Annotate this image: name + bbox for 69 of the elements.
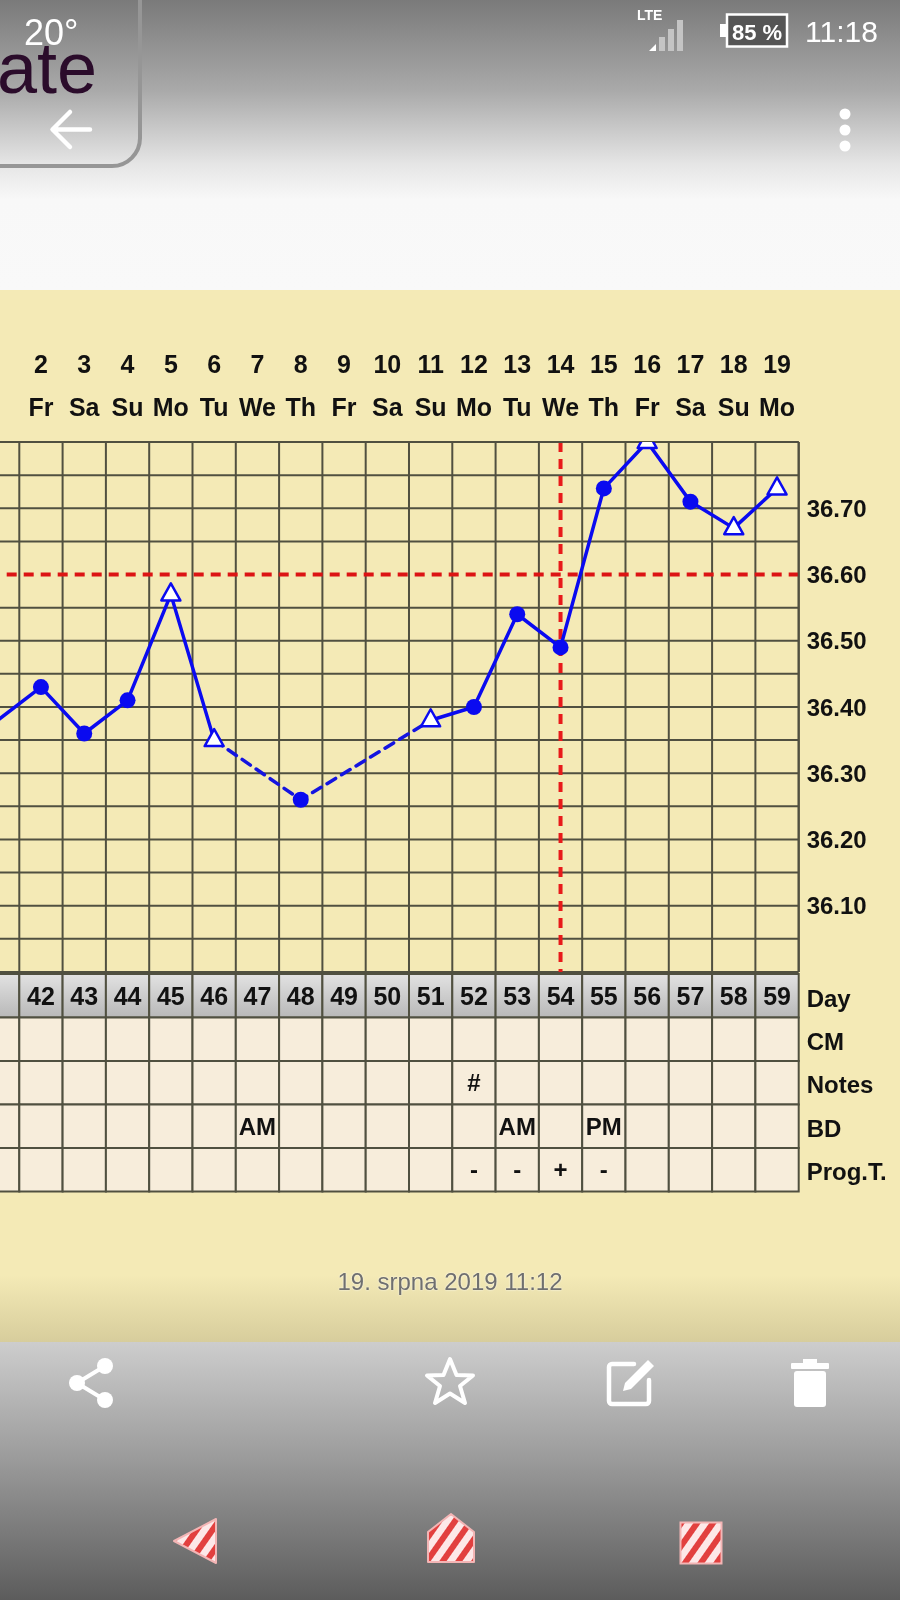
text: - [469,1156,478,1184]
y-tick-label: 36.50 [806,627,867,655]
x2-tick-label: 56 [633,982,662,1010]
x-tick-label: 10 Sa [372,350,404,421]
text: 19. srpna 2019 11:12 [337,1268,563,1295]
category-label: BD [806,1114,842,1142]
x2-tick-label: 54 [546,982,575,1010]
x2-tick-label: 58 [719,982,748,1010]
x-tick-label: 13 Tu [502,350,532,421]
x2-tick-label: 47 [243,982,272,1010]
category-label: Prog.T. [806,1158,887,1186]
x-tick-label: 12 Mo [455,350,492,421]
x2-tick-label: 55 [589,982,618,1010]
x2-tick-label: 45 [156,982,185,1010]
x-tick-label: 7 We [238,350,277,421]
text: 11:18 [805,15,878,48]
y-tick-label: 36.40 [806,693,867,721]
x-tick-label: 6 Tu [199,350,229,421]
text: AM [238,1112,277,1140]
text: + [553,1156,568,1184]
x2-tick-label: 53 [503,982,532,1010]
x-tick-label: 3 Sa [68,350,101,421]
point [76,725,93,742]
x2-tick-label: 48 [286,982,315,1010]
x-tick-label: 16 Fr [633,350,662,421]
text: # [467,1069,481,1097]
x-tick-label: 19 Mo [759,350,796,421]
x2-tick-label: 51 [416,982,445,1010]
x-tick-label: 2 Fr [28,350,54,421]
text: - [599,1156,608,1184]
text: PM [585,1112,622,1140]
text: LTE [637,7,663,23]
x-tick-label: 9 Fr [331,350,357,421]
x-tick-label: 14 We [542,350,580,421]
category-label: Notes [806,1071,874,1099]
x2-axis-title: Day [806,984,852,1012]
x2-tick-label: 42 [27,982,55,1010]
x-tick-label: 15 Th [588,350,620,421]
text: AM [498,1112,536,1140]
point [509,606,526,623]
x-tick-label: 17 Sa [675,350,707,421]
x-tick-label: 18 Su [717,350,750,421]
point [595,480,612,497]
x2-tick-label: 59 [763,982,791,1010]
y-tick-label: 36.60 [806,561,867,589]
x2-tick-label: 43 [70,982,99,1010]
y-tick-label: 36.10 [806,892,867,920]
point [32,679,49,696]
point [682,493,699,510]
x2-tick-label: 44 [113,982,142,1010]
point [465,699,482,715]
point [552,639,569,656]
x-tick-label: 4 Su [111,350,144,421]
y-tick-label: 36.30 [806,759,867,787]
x2-tick-label: 49 [330,982,358,1010]
y-tick-label: 36.20 [806,826,867,854]
point [292,791,309,808]
x2-tick-label: 52 [460,982,488,1010]
point [119,692,136,709]
x-tick-label: 11 Su [414,350,447,421]
text: 85 % [732,20,783,45]
y-tick-label: 36.70 [806,494,867,522]
x2-tick-label: 57 [676,982,705,1010]
x-tick-label: 5 Mo [152,350,189,421]
x-tick-label: 8 Th [285,350,317,421]
x2-tick-label: 50 [373,982,402,1010]
category-label: CM [806,1027,845,1055]
text: - [513,1156,522,1184]
x2-tick-label: 46 [200,982,229,1010]
